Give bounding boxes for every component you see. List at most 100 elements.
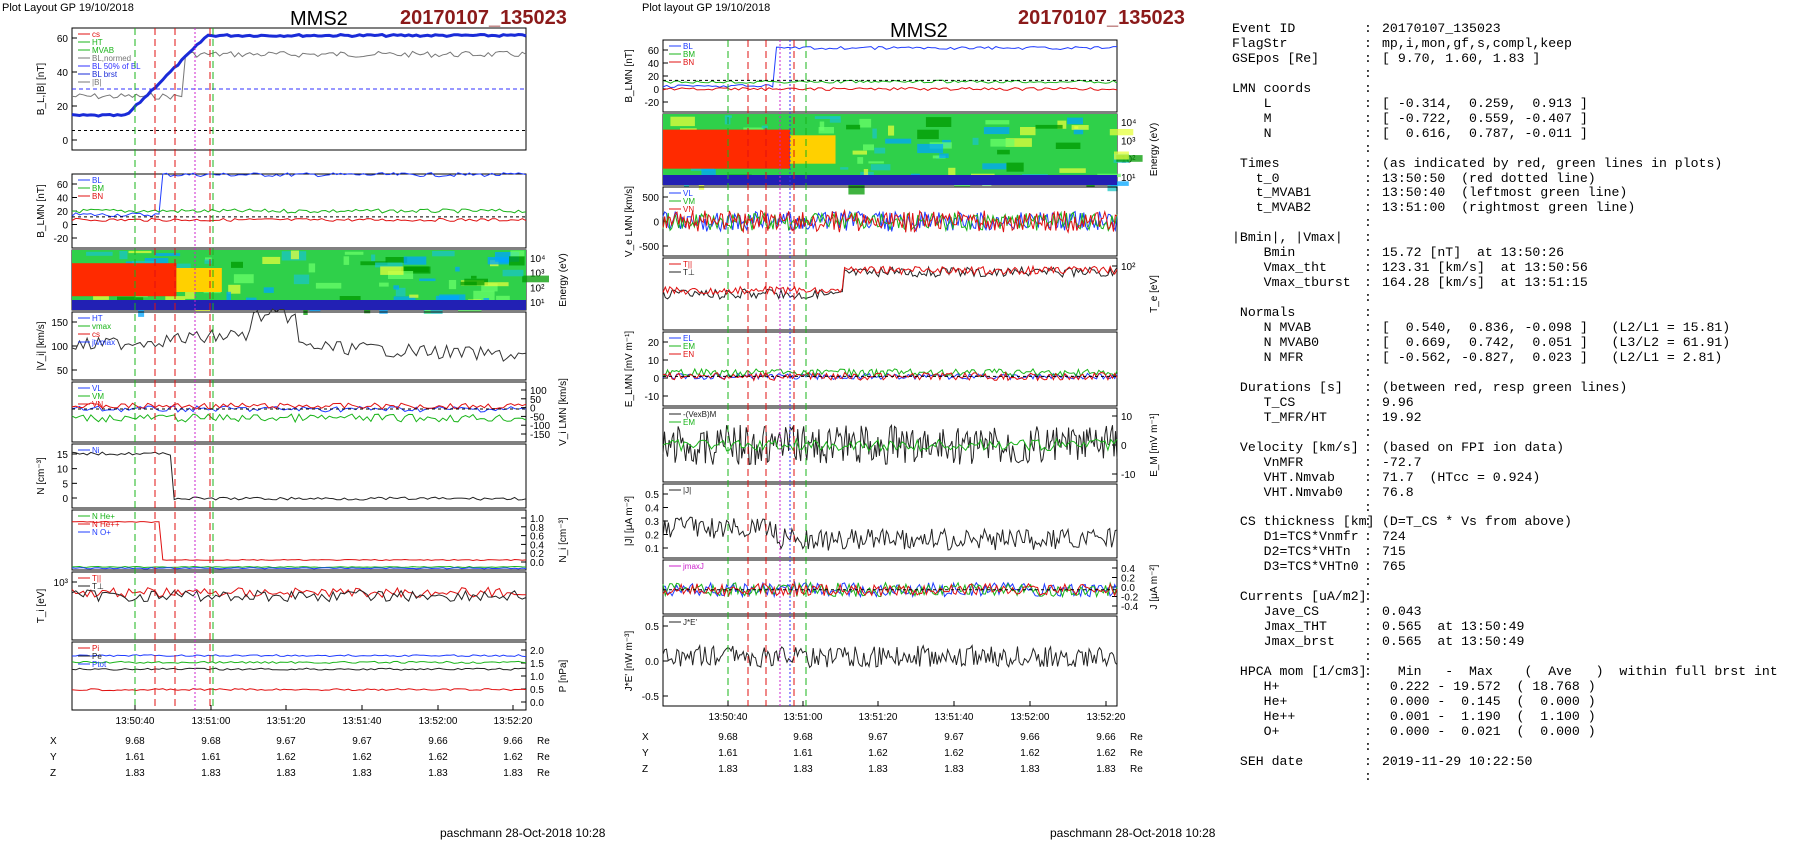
spectrogram-cell xyxy=(204,259,212,264)
spectrogram-cell xyxy=(985,120,1010,125)
info-value: [ 0.616, 0.787, -0.011 ] xyxy=(1382,125,1588,141)
panel-frame xyxy=(662,39,1118,113)
info-row: Normals: xyxy=(1232,305,1778,321)
info-key: N MFR xyxy=(1232,349,1304,365)
spectrogram-cell xyxy=(388,271,414,279)
series-line xyxy=(662,79,1118,84)
info-row: : xyxy=(1232,141,1778,157)
series-line xyxy=(662,581,1118,599)
info-value: 15.72 [nT] at 13:50:26 xyxy=(1382,245,1565,261)
time-tick-label: 13:51:40 xyxy=(343,716,382,727)
spectrogram-cell xyxy=(939,153,949,158)
info-value: [ 0.540, 0.836, -0.098 ] (L2/L1 = 15.81) xyxy=(1382,320,1731,336)
spectrogram-cell xyxy=(228,284,241,294)
axis-label: B_LMN [nT] xyxy=(36,184,47,238)
position-value: 1.62 xyxy=(944,748,964,759)
tick-label: 0.5 xyxy=(645,622,659,633)
info-key: Currents [uA/m2] xyxy=(1232,589,1367,605)
series-line xyxy=(662,45,1117,89)
info-row: LMN coords: xyxy=(1232,81,1778,97)
legend-label: N He+ xyxy=(92,512,115,521)
mid-event-title: 20170107_135023 xyxy=(1018,7,1185,29)
spectrogram-cell xyxy=(185,289,195,299)
info-value: (as indicated by red, green lines in plo… xyxy=(1382,155,1723,171)
position-value: 1.62 xyxy=(503,752,523,763)
tick-label: 0 xyxy=(62,494,68,505)
info-value: 765 xyxy=(1382,559,1406,575)
info-sep: : xyxy=(1364,65,1372,81)
info-sep: : xyxy=(1364,349,1380,365)
tick-label: 10⁴ xyxy=(1121,118,1136,129)
spectrogram-cell xyxy=(885,138,912,144)
info-value: 13:50:50 (red dotted line) xyxy=(1382,170,1596,186)
tick-label: 10 xyxy=(1121,412,1133,423)
legend-label: Ni xyxy=(92,446,100,455)
info-sep: : xyxy=(1364,663,1380,679)
info-key: Normals xyxy=(1232,305,1296,321)
position-value: 9.68 xyxy=(793,732,813,743)
position-value: 9.68 xyxy=(125,736,145,747)
info-sep: : xyxy=(1364,335,1380,351)
position-row-label: Z xyxy=(642,764,648,775)
info-sep: : xyxy=(1364,469,1380,485)
tick-label: 0.2 xyxy=(1121,574,1135,585)
info-row: : xyxy=(1232,500,1778,516)
info-value: 0.001 - 1.190 ( 1.100 ) xyxy=(1382,708,1596,724)
legend-label: EN xyxy=(683,350,694,359)
legend-label: N He++ xyxy=(92,520,120,529)
info-sep: : xyxy=(1364,768,1372,784)
series-line xyxy=(71,688,527,692)
spectrogram-cell xyxy=(360,261,388,266)
spectrogram-cell xyxy=(379,282,389,287)
spectrogram-cell xyxy=(818,127,834,134)
position-value: 1.61 xyxy=(125,752,145,763)
position-unit: Re xyxy=(537,752,550,763)
axis-label: N_i [cm⁻³] xyxy=(558,517,569,563)
axis-label: T_i [eV] xyxy=(36,589,47,624)
info-row: SEH date: 2019-11-29 10:22:50 xyxy=(1232,754,1778,770)
info-row: T_MFR/HT: 19.92 xyxy=(1232,410,1778,426)
legend-label: BL,normed xyxy=(92,54,131,63)
position-value: 1.61 xyxy=(201,752,221,763)
info-value: [ -0.722, 0.559, -0.407 ] xyxy=(1382,110,1588,126)
series-line xyxy=(71,402,527,410)
legend-label: VM xyxy=(683,197,695,206)
info-key xyxy=(1232,740,1364,755)
series-line xyxy=(72,208,527,214)
position-value: 1.61 xyxy=(793,748,813,759)
info-row: N MFR: [ -0.562, -0.827, 0.023 ] (L2/L1 … xyxy=(1232,349,1778,366)
spectrogram-cell xyxy=(954,182,971,188)
position-row-label: Y xyxy=(642,748,649,759)
time-tick-label: 13:51:20 xyxy=(267,716,306,727)
spectrogram-cell xyxy=(510,250,525,257)
info-value: 13:50:40 (leftmost green line) xyxy=(1382,185,1628,201)
info-sep: : xyxy=(1364,215,1372,231)
info-row: t_MVAB2: 13:51:00 (rightmost green line) xyxy=(1232,200,1778,216)
spectrogram-cell xyxy=(522,275,549,283)
info-row: VHT.Nmvab: 71.7 (HTcc = 0.924) xyxy=(1232,469,1778,486)
spectrogram-cell xyxy=(997,149,1010,155)
series-line xyxy=(662,423,1118,466)
legend-label: VM xyxy=(92,392,104,401)
spectrogram-cell xyxy=(487,257,509,265)
spectrogram-cell xyxy=(448,280,457,290)
time-tick-label: 13:52:20 xyxy=(1087,712,1126,723)
spectrogram-cell xyxy=(983,127,1010,135)
info-row: D2=TCS*VHTn: 715 xyxy=(1232,544,1778,560)
info-value: [ 0.669, 0.742, 0.051 ] (L3/L2 = 61.91) xyxy=(1382,335,1731,351)
axis-label: V_e LMN [km/s] xyxy=(624,186,635,257)
info-row: : xyxy=(1232,768,1778,785)
info-row: |Bmin|, |Vmax|: xyxy=(1232,230,1778,246)
axis-label: Energy (eV) xyxy=(1149,123,1160,176)
info-key: Times xyxy=(1232,155,1280,171)
tick-label: 50 xyxy=(57,366,69,377)
legend-label: J*E' xyxy=(683,618,697,627)
info-value: 0.000 - 0.145 ( 0.000 ) xyxy=(1382,693,1596,709)
info-key: Bmin xyxy=(1232,245,1296,261)
info-key: Durations [s] xyxy=(1232,379,1343,395)
info-value: 13:51:00 (rightmost green line) xyxy=(1382,200,1636,216)
info-row: GSEpos [Re]: [ 9.70, 1.60, 1.83 ] xyxy=(1232,51,1778,67)
spectrogram-warm xyxy=(790,135,836,164)
info-sep: : xyxy=(1364,170,1380,186)
